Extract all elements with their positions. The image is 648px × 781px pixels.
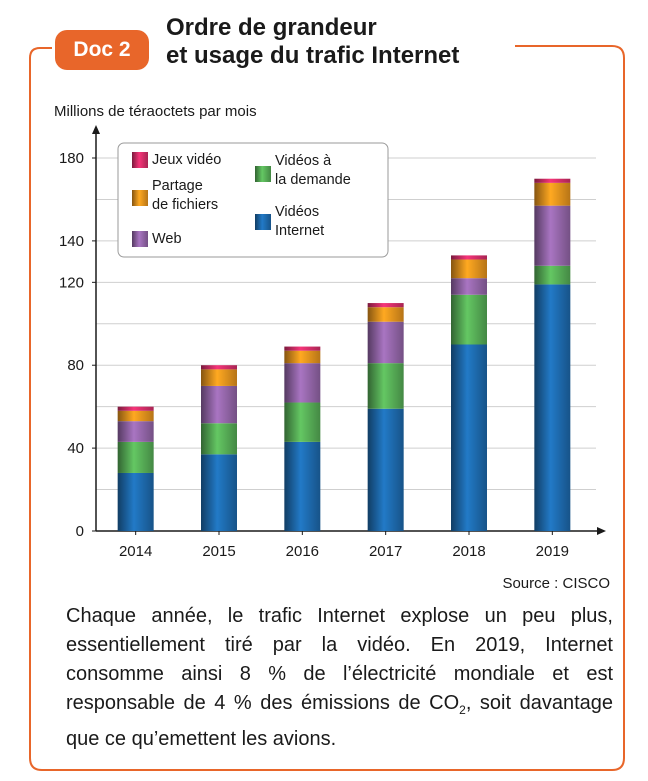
x-tick-label: 2015 [202, 543, 235, 560]
legend-box [117, 142, 389, 258]
legend-label: Partage de fichiers [152, 178, 218, 213]
frame-border [29, 45, 625, 771]
chart-source: Source : CISCO [502, 575, 610, 592]
legend-swatch [132, 152, 148, 168]
doc-badge: Doc 2 [55, 30, 149, 70]
bar-segment [367, 307, 404, 322]
x-axis-arrow [597, 527, 606, 535]
bar-segment [201, 369, 237, 386]
bar-segment [284, 402, 321, 442]
caption-subscript: 2 [459, 703, 466, 717]
bar-segment [534, 265, 571, 285]
y-tick-label: 180 [59, 150, 84, 167]
bar-segment [117, 421, 154, 442]
y-axis-arrow [92, 125, 100, 134]
legend-label: Vidéos à la demande [275, 153, 351, 188]
title-line-2: et usage du trafic Internet [166, 42, 460, 69]
y-tick-label: 140 [59, 233, 84, 250]
caption-text-end: , soit davantage que ce qu’emettent les … [66, 692, 613, 750]
bar-segment [534, 205, 571, 266]
bar-segment [201, 454, 237, 531]
caption-text: Chaque année, le trafic Internet explose… [66, 605, 613, 714]
bar-segment [201, 423, 237, 455]
legend-label: Jeux vidéo [152, 152, 221, 168]
bar-segment [367, 321, 404, 364]
legend-swatch [255, 166, 271, 182]
bar-segment [201, 365, 237, 370]
bar-segment [117, 410, 154, 422]
y-tick-label: 80 [67, 357, 84, 374]
caption-paragraph: Chaque année, le trafic Internet explose… [66, 602, 613, 754]
bar-segment [451, 344, 487, 531]
legend-swatch [255, 214, 271, 230]
bar-segment [284, 346, 321, 351]
bar-segment [534, 178, 571, 183]
x-tick-label: 2016 [286, 543, 319, 560]
bar-segment [451, 255, 487, 260]
x-tick-label: 2017 [369, 543, 402, 560]
y-tick-label: 40 [67, 440, 84, 457]
bar-segment [534, 284, 571, 531]
x-tick-label: 2019 [536, 543, 569, 560]
bar-segment [451, 278, 487, 295]
y-tick-label: 0 [76, 523, 84, 540]
legend-swatch [132, 231, 148, 247]
document-title: Ordre de grandeur et usage du trafic Int… [166, 14, 459, 70]
bar-segment [201, 385, 237, 424]
bar-segment [117, 406, 154, 411]
y-tick-label: 120 [59, 274, 84, 291]
x-tick-label: 2014 [119, 543, 152, 560]
y-axis-label: Millions de téraoctets par mois [54, 103, 257, 120]
bar-segment [451, 259, 487, 279]
legend-label: Web [152, 231, 182, 247]
x-tick-label: 2018 [452, 543, 485, 560]
bar-segment [451, 294, 487, 345]
bar-segment [284, 441, 321, 531]
legend-swatch [132, 190, 148, 206]
stacked-bar-chart: Millions de téraoctets par mois 0 40 80 120 1… [54, 103, 610, 592]
bar-segment [284, 350, 321, 364]
bar-segment [284, 363, 321, 403]
bar-segment [117, 472, 154, 531]
bar-segment [367, 363, 404, 409]
bar-segment [534, 182, 571, 206]
title-line-1: Ordre de grandeur [166, 14, 377, 41]
bar-segment [367, 408, 404, 531]
bar-segment [117, 441, 154, 473]
legend-label: Vidéos Internet [275, 204, 324, 239]
bar-segment [367, 303, 404, 308]
